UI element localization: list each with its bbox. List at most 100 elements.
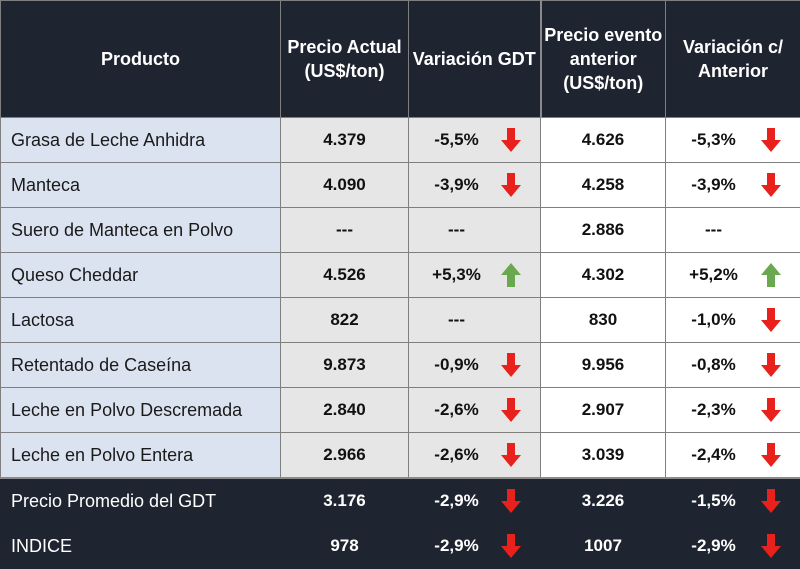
down-arrow-icon [500, 533, 522, 559]
precio-actual: 3.176 [281, 478, 409, 524]
down-arrow-icon [500, 442, 522, 468]
down-arrow-icon [500, 488, 522, 514]
down-arrow-icon [760, 533, 782, 559]
precio-actual: 2.966 [281, 433, 409, 479]
product-name: Manteca [1, 163, 281, 208]
precio-actual: 9.873 [281, 343, 409, 388]
header-row: Producto Precio Actual (US$/ton) Variaci… [1, 1, 800, 118]
variacion-anterior-cell: -1,5% [666, 478, 800, 524]
variacion-anterior: -5,3% [666, 130, 761, 150]
variacion-gdt: -2,6% [409, 445, 504, 465]
header-precio-anterior: Precio evento anterior (US$/ton) [541, 1, 666, 118]
down-arrow-icon [760, 127, 782, 153]
product-name: Queso Cheddar [1, 253, 281, 298]
header-variacion-anterior: Variación c/ Anterior [666, 1, 800, 118]
variacion-gdt: -2,6% [409, 400, 504, 420]
down-arrow-icon [500, 172, 522, 198]
variacion-anterior-cell: +5,2% [666, 253, 800, 298]
down-arrow-icon [500, 127, 522, 153]
precio-actual: --- [281, 208, 409, 253]
down-arrow-icon [760, 488, 782, 514]
down-arrow-icon [760, 352, 782, 378]
variacion-gdt: --- [409, 310, 504, 330]
variacion-anterior-cell: -3,9% [666, 163, 800, 208]
precio-anterior: 3.039 [541, 433, 666, 479]
precio-anterior: 830 [541, 298, 666, 343]
precio-anterior: 4.626 [541, 118, 666, 163]
variacion-anterior-cell: -2,4% [666, 433, 800, 479]
product-name: Leche en Polvo Entera [1, 433, 281, 479]
header-precio-actual: Precio Actual (US$/ton) [281, 1, 409, 118]
header-variacion-gdt: Variación GDT [409, 1, 541, 118]
variacion-gdt: -3,9% [409, 175, 504, 195]
variacion-gdt: -2,9% [409, 491, 504, 511]
variacion-anterior: -1,0% [666, 310, 761, 330]
product-name: Leche en Polvo Descremada [1, 388, 281, 433]
precio-anterior: 4.302 [541, 253, 666, 298]
table-row: Suero de Manteca en Polvo------2.886--- [1, 208, 800, 253]
variacion-anterior-cell: -0,8% [666, 343, 800, 388]
variacion-anterior: -2,9% [666, 536, 761, 556]
variacion-gdt-cell: +5,3% [409, 253, 541, 298]
precio-actual: 4.090 [281, 163, 409, 208]
variacion-gdt-cell: --- [409, 298, 541, 343]
precio-actual: 822 [281, 298, 409, 343]
down-arrow-icon [500, 397, 522, 423]
variacion-gdt-cell: -2,9% [409, 478, 541, 524]
precio-actual: 4.526 [281, 253, 409, 298]
product-name: Retentado de Caseína [1, 343, 281, 388]
variacion-gdt: -2,9% [409, 536, 504, 556]
precio-anterior: 9.956 [541, 343, 666, 388]
precio-anterior: 4.258 [541, 163, 666, 208]
variacion-anterior: --- [666, 220, 761, 240]
down-arrow-icon [760, 172, 782, 198]
precio-actual: 4.379 [281, 118, 409, 163]
variacion-anterior: -3,9% [666, 175, 761, 195]
variacion-anterior-cell: -1,0% [666, 298, 800, 343]
variacion-gdt: --- [409, 220, 504, 240]
variacion-anterior: -2,4% [666, 445, 761, 465]
up-arrow-icon [500, 262, 522, 288]
variacion-anterior-cell: -5,3% [666, 118, 800, 163]
down-arrow-icon [760, 307, 782, 333]
variacion-anterior: -2,3% [666, 400, 761, 420]
product-name: Lactosa [1, 298, 281, 343]
product-name: Precio Promedio del GDT [1, 478, 281, 524]
variacion-anterior-cell: -2,3% [666, 388, 800, 433]
variacion-gdt-cell: --- [409, 208, 541, 253]
product-name: Grasa de Leche Anhidra [1, 118, 281, 163]
down-arrow-icon [500, 352, 522, 378]
variacion-gdt-cell: -5,5% [409, 118, 541, 163]
variacion-gdt-cell: -2,9% [409, 524, 541, 569]
precio-anterior: 2.886 [541, 208, 666, 253]
up-arrow-icon [760, 262, 782, 288]
down-arrow-icon [760, 442, 782, 468]
variacion-gdt: -5,5% [409, 130, 504, 150]
precio-actual: 978 [281, 524, 409, 569]
variacion-gdt-cell: -2,6% [409, 433, 541, 479]
down-arrow-icon [760, 397, 782, 423]
precio-actual: 2.840 [281, 388, 409, 433]
precio-anterior: 3.226 [541, 478, 666, 524]
product-name: INDICE [1, 524, 281, 569]
variacion-anterior: -1,5% [666, 491, 761, 511]
variacion-gdt-cell: -2,6% [409, 388, 541, 433]
variacion-anterior-cell: --- [666, 208, 800, 253]
product-name: Suero de Manteca en Polvo [1, 208, 281, 253]
precio-anterior: 2.907 [541, 388, 666, 433]
variacion-gdt-cell: -0,9% [409, 343, 541, 388]
variacion-anterior: +5,2% [666, 265, 761, 285]
variacion-gdt-cell: -3,9% [409, 163, 541, 208]
header-producto: Producto [1, 1, 281, 118]
variacion-anterior: -0,8% [666, 355, 761, 375]
